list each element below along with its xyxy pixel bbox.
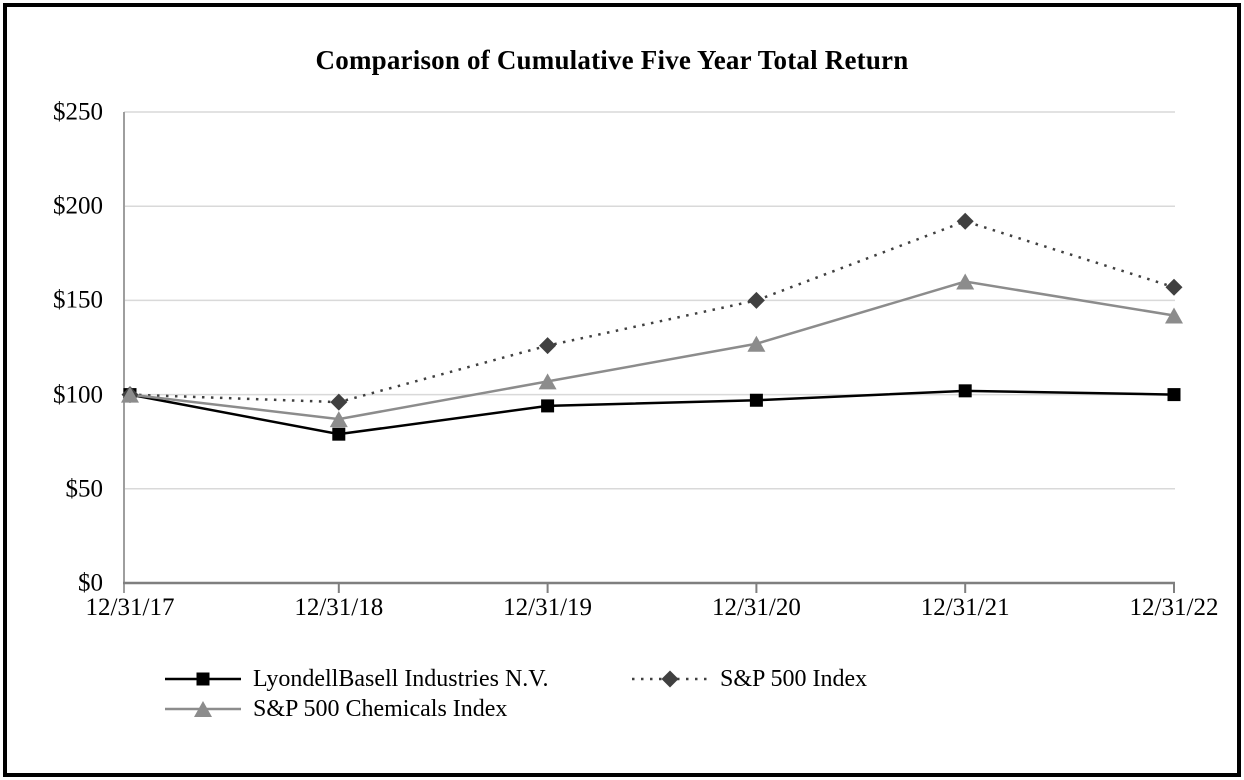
square-marker (541, 399, 555, 413)
y-axis-tick-label: $200 (53, 192, 103, 220)
triangle-marker (956, 273, 975, 290)
x-axis-tick-label: 12/31/20 (711, 594, 801, 621)
legend-label: S&P 500 Index (720, 666, 868, 692)
diamond-marker (539, 337, 557, 355)
triangle-marker (194, 701, 212, 717)
legend-swatch (632, 670, 708, 688)
legend-row: S&P 500 Chemicals Index (0, 694, 1244, 724)
triangle-marker (1165, 307, 1183, 324)
legend-label: LyondellBasell Industries N.V. (253, 666, 549, 692)
y-axis-tick-label: $100 (53, 381, 103, 409)
square-marker (332, 427, 346, 441)
legend-label: S&P 500 Chemicals Index (253, 696, 508, 722)
x-axis-tick-label: 12/31/18 (294, 594, 384, 621)
triangle-marker (747, 335, 766, 352)
legend-row: LyondellBasell Industries N.V. S&P 500 In… (0, 664, 1244, 694)
square-marker (749, 393, 763, 407)
legend-item: S&P 500 Index (632, 664, 867, 694)
diamond-marker (330, 393, 348, 411)
diamond-marker (747, 291, 765, 309)
series-line (129, 280, 1175, 421)
diamond-marker (1165, 278, 1183, 296)
legend-item: S&P 500 Chemicals Index (165, 694, 507, 724)
x-axis-tick-label: 12/31/19 (503, 594, 593, 621)
triangle-marker (538, 373, 557, 390)
legend-swatch (165, 672, 241, 686)
square-marker (196, 672, 210, 686)
y-axis-tick-label: $50 (65, 475, 104, 503)
y-axis-tick-label: $250 (53, 98, 103, 126)
diamond-marker (956, 212, 974, 230)
legend-swatch (165, 701, 241, 717)
y-axis-tick-label: $150 (53, 286, 103, 314)
chart-title: Comparison of Cumulative Five Year Total… (315, 45, 909, 75)
triangle-marker (121, 386, 139, 403)
diamond-marker (661, 670, 679, 688)
triangle-marker (329, 411, 348, 428)
square-marker (958, 384, 972, 398)
x-axis-tick-label: 12/31/21 (920, 594, 1010, 621)
series-line (129, 389, 1175, 436)
x-axis-tick-label: 12/31/17 (85, 594, 175, 621)
legend-item: LyondellBasell Industries N.V. (165, 664, 549, 694)
series-line (129, 219, 1175, 404)
y-axis-tick-label: $0 (78, 569, 103, 597)
square-marker (1167, 388, 1181, 402)
x-axis-tick-label: 12/31/22 (1129, 594, 1219, 621)
